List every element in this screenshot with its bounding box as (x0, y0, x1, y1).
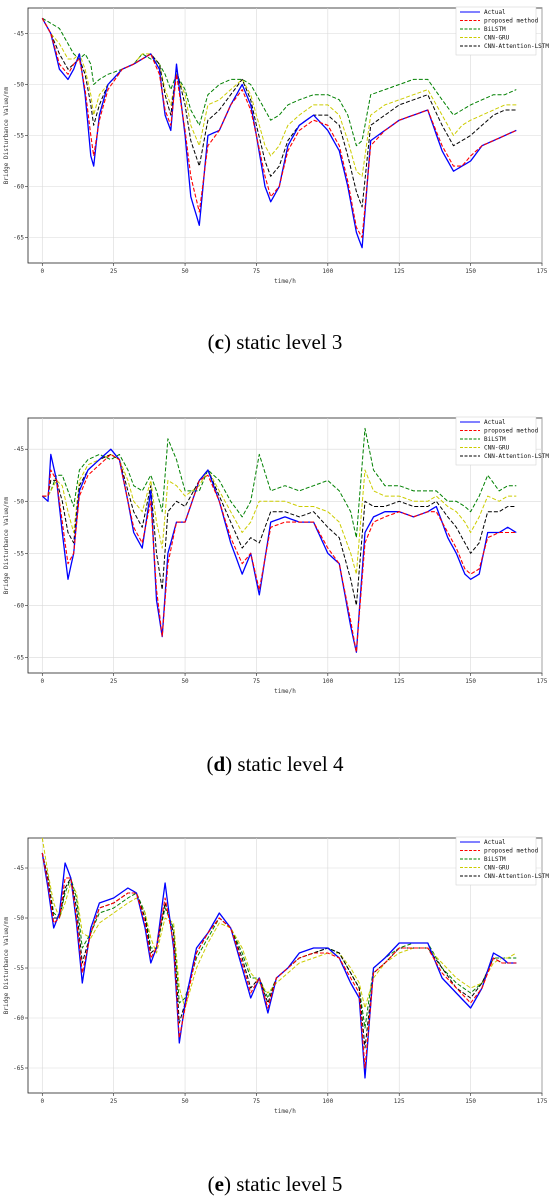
series-line-cnn-gru (41, 17, 517, 177)
series-line-bilstm (42, 427, 517, 539)
caption-text: static level 3 (236, 330, 343, 354)
x-tick-label: 100 (322, 268, 333, 275)
x-tick-label: 75 (253, 268, 261, 275)
chart-panel-d: 0 25 50 75 100 125 150 175 -45 -50 -55 -60 -65 time/h… (0, 410, 550, 710)
legend-label-bilstm: BiLSTM (484, 436, 506, 443)
legend-box (455, 416, 537, 466)
legend-box (455, 836, 537, 886)
x-tick-label: 0 (40, 678, 44, 685)
legend-label-bilstm: BiLSTM (484, 856, 506, 863)
chart-static-level-4: 0 25 50 75 100 125 150 175 -45 -50 -55 -60 -65 time/h… (3, 416, 549, 695)
x-tick-label: 50 (181, 268, 189, 275)
legend-label-cnn-attention-lstm: CNN-Attention-LSTM (484, 873, 549, 880)
series-line-cnn-attention-lstm (41, 17, 517, 208)
y-tick-label: -65 (13, 1065, 24, 1072)
x-tick-label: 75 (253, 678, 261, 685)
x-tick-label: 175 (537, 678, 548, 685)
legend-label-cnn-gru: CNN-GRU (484, 35, 510, 42)
y-tick-label: -50 (13, 915, 24, 922)
x-tick-label: 175 (537, 268, 548, 275)
chart-static-level-3: 0 25 50 75 100 125 150 175 -45 -50 -55 -60 -65 time/h… (3, 6, 549, 285)
x-tick-label: 25 (110, 1098, 118, 1105)
y-tick-label: -45 (13, 865, 24, 872)
legend-label-proposed-method: proposed method (484, 848, 539, 855)
y-tick-label: -55 (13, 965, 24, 972)
chart-panel-e: 0 25 50 75 100 125 150 175 -45 -50 -55 -60 -65 time/h… (0, 830, 550, 1130)
series-line-proposed-method (41, 852, 517, 1069)
series-line-proposed-method (42, 453, 517, 653)
x-axis-label: time/h (274, 278, 296, 285)
x-tick-label: 0 (40, 268, 44, 275)
legend-label-cnn-attention-lstm: CNN-Attention-LSTM (484, 43, 549, 50)
legend-label-cnn-attention-lstm: CNN-Attention-LSTM (484, 453, 549, 460)
legend-box (455, 6, 537, 56)
y-tick-label: -50 (13, 498, 24, 505)
y-tick-label: -65 (13, 235, 24, 242)
caption-letter: c (214, 330, 224, 354)
x-tick-label: 75 (253, 1098, 261, 1105)
x-tick-label: 50 (181, 1098, 189, 1105)
x-axis-label: time/h (274, 688, 296, 695)
y-tick-label: -45 (13, 446, 24, 453)
x-tick-label: 125 (394, 268, 405, 275)
legend-label-cnn-gru: CNN-GRU (484, 865, 510, 872)
legend-label-actual: Actual (484, 9, 506, 16)
legend-label-bilstm: BiLSTM (484, 26, 506, 33)
legend-label-actual: Actual (484, 839, 506, 846)
series-line-proposed-method (41, 17, 517, 239)
y-tick-label: -55 (13, 550, 24, 557)
x-tick-label: 175 (537, 1098, 548, 1105)
x-tick-label: 125 (394, 1098, 405, 1105)
x-tick-label: 150 (465, 268, 476, 275)
series-line-cnn-attention-lstm (41, 852, 517, 1049)
x-tick-label: 25 (110, 678, 118, 685)
legend-label-proposed-method: proposed method (484, 18, 539, 25)
series-group (41, 837, 517, 1079)
x-axis-label: time/h (274, 1108, 296, 1115)
caption-letter: d (213, 752, 226, 776)
x-tick-label: 100 (322, 1098, 333, 1105)
y-tick-label: -50 (13, 82, 24, 89)
y-axis-label: Bridge Disturbance Value/mm (3, 916, 10, 1014)
x-tick-label: 50 (181, 678, 189, 685)
x-tick-label: 25 (110, 268, 118, 275)
y-tick-label: -45 (13, 31, 24, 38)
x-tick-label: 100 (322, 678, 333, 685)
series-group (41, 427, 517, 653)
y-tick-label: -60 (13, 1015, 24, 1022)
y-tick-label: -55 (13, 133, 24, 140)
series-group (41, 17, 517, 249)
series-line-cnn-gru (41, 837, 517, 1009)
y-tick-label: -65 (13, 654, 24, 661)
caption-text: static level 4 (237, 752, 344, 776)
caption-c: (c) static level 3 (207, 330, 343, 354)
chart-panel-c: 0 25 50 75 100 125 150 175 -45 -50 -55 -60 -65 time/h… (0, 0, 550, 300)
y-axis-label: Bridge Disturbance Value/mm (3, 496, 10, 594)
y-tick-label: -60 (13, 184, 24, 191)
series-line-cnn-gru (42, 453, 517, 575)
y-tick-label: -60 (13, 602, 24, 609)
caption-letter: e (214, 1172, 224, 1196)
x-tick-label: 150 (465, 678, 476, 685)
x-tick-label: 0 (40, 1098, 44, 1105)
chart-static-level-5: 0 25 50 75 100 125 150 175 -45 -50 -55 -60 -65 time/h… (3, 836, 549, 1115)
x-tick-label: 125 (394, 678, 405, 685)
x-tick-label: 150 (465, 1098, 476, 1105)
legend-label-cnn-gru: CNN-GRU (484, 445, 510, 452)
legend-label-actual: Actual (484, 419, 506, 426)
caption-d: (d) static level 4 (206, 752, 344, 776)
caption-e: (e) static level 5 (207, 1172, 343, 1196)
caption-text: static level 5 (236, 1172, 343, 1196)
series-line-actual (41, 852, 517, 1079)
legend-label-proposed-method: proposed method (484, 428, 539, 435)
y-axis-label: Bridge Disturbance Value/mm (3, 86, 10, 184)
